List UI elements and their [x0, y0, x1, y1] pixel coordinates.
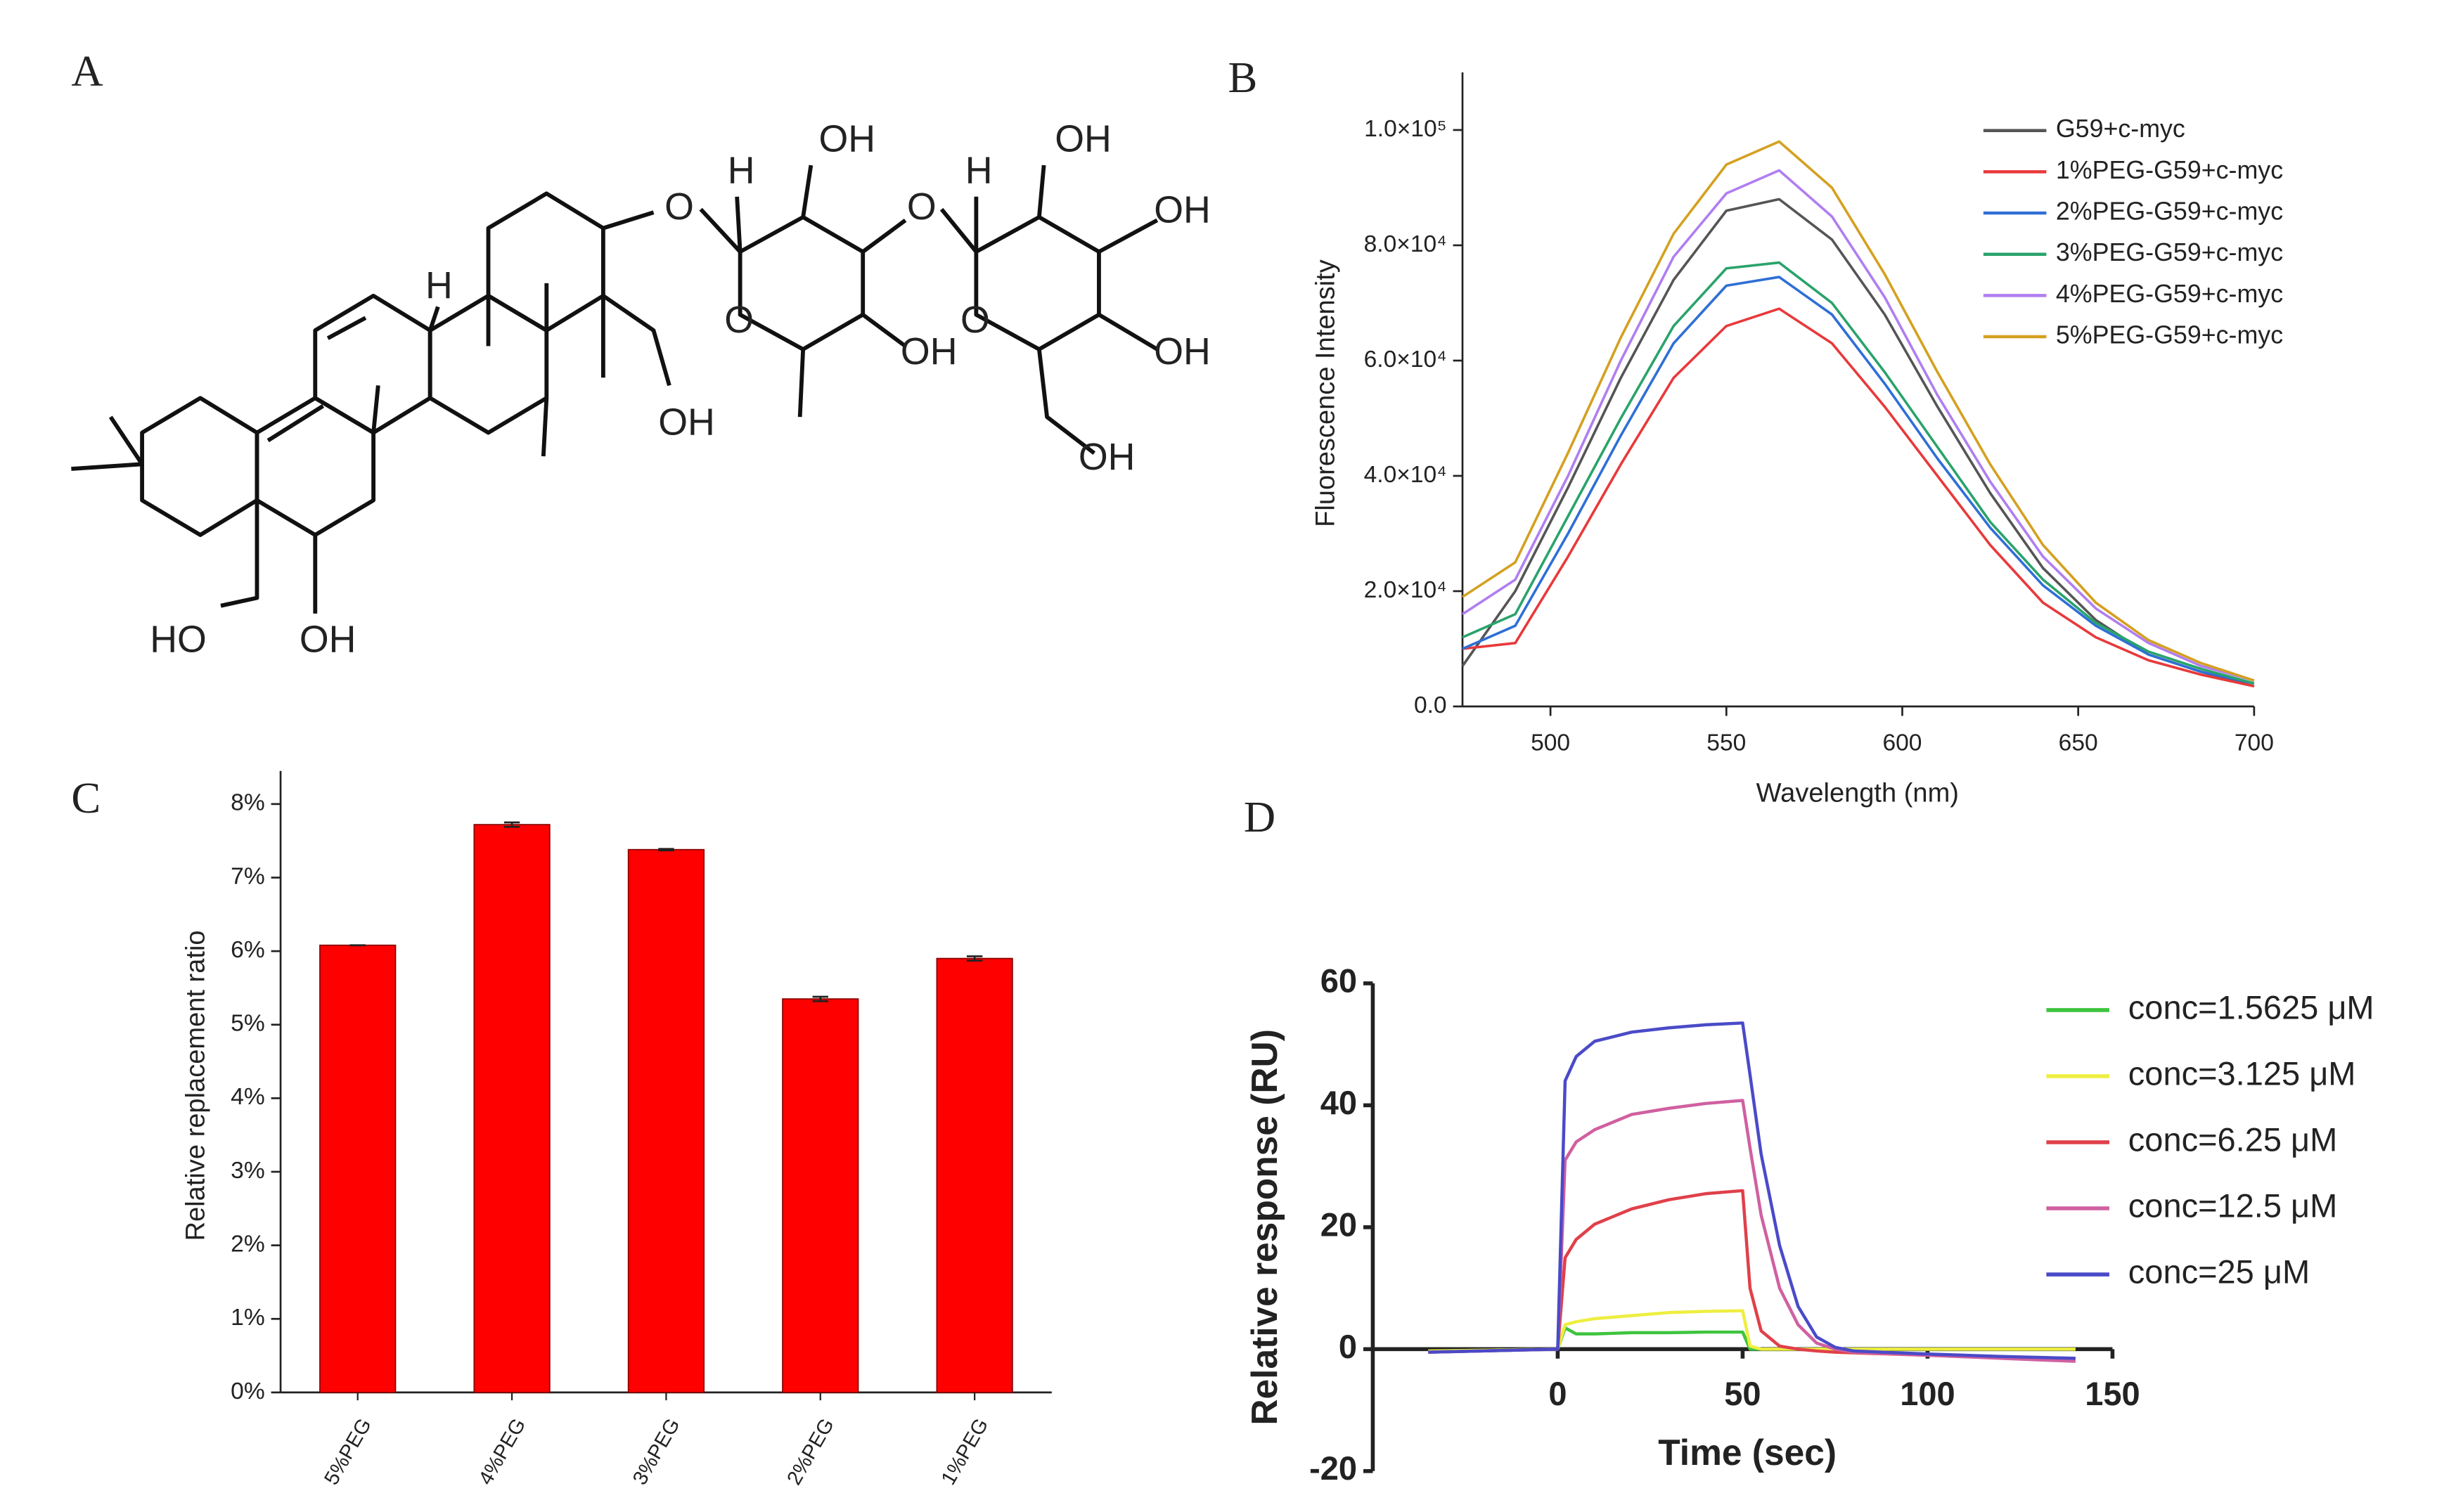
bonds	[699, 164, 1159, 455]
atom-label: OH	[1154, 188, 1211, 231]
panel-label: B	[1228, 53, 1258, 102]
atom-label: O	[724, 299, 754, 341]
bar	[936, 957, 1013, 1393]
molecule: A OH H O OH H O OH H O OH O OH OH OH HO …	[71, 46, 1211, 660]
atom-label: OH	[300, 618, 356, 660]
y-tick-label: 7%	[231, 863, 265, 889]
y-tick-label: 6%	[231, 937, 265, 963]
series-line	[1462, 261, 2255, 685]
series-line	[1462, 276, 2255, 685]
x-tick-label: 150	[2085, 1375, 2140, 1412]
legend-label: 2%PEG-G59+c-myc	[2056, 198, 2283, 226]
ring	[313, 293, 432, 435]
y-tick-label: 8%	[231, 790, 265, 816]
legend-label: 4%PEG-G59+c-myc	[2056, 280, 2283, 308]
error-bar	[812, 995, 828, 1002]
y-tick-label: 1%	[231, 1305, 265, 1331]
y-tick-label: 1.0×10⁵	[1364, 116, 1447, 142]
atom-label: H	[965, 149, 993, 191]
y-tick-label: 2.0×10⁴	[1364, 577, 1447, 603]
y-tick-label: 4.0×10⁴	[1364, 462, 1447, 488]
y-tick-label: 2%	[231, 1232, 265, 1258]
panel-label: C	[71, 773, 101, 822]
x-tick-label: 50	[1724, 1375, 1761, 1412]
x-axis-label: Time (sec)	[1658, 1432, 1837, 1473]
bar	[627, 848, 705, 1393]
legend-label: conc=6.25 μM	[2128, 1120, 2338, 1158]
x-tick-label: 0	[1548, 1375, 1567, 1412]
legend-label: 1%PEG-G59+c-myc	[2056, 156, 2283, 184]
y-tick-label: 20	[1320, 1206, 1357, 1243]
x-axis-label: Wavelength (nm)	[1756, 778, 1959, 808]
x-tick-label: 650	[2059, 730, 2098, 756]
legend-label: 3%PEG-G59+c-myc	[2056, 238, 2283, 266]
series-line	[1462, 140, 2255, 682]
atom-label: OH	[1154, 330, 1211, 373]
y-tick-label: 0	[1339, 1328, 1357, 1365]
legend-label: conc=25 μM	[2128, 1253, 2310, 1290]
atom-label: O	[907, 186, 937, 228]
bar	[319, 944, 397, 1393]
atom-label: H	[425, 264, 453, 306]
atom-label: HO	[150, 618, 207, 660]
atom-label: H	[728, 149, 755, 191]
series-line	[1428, 1021, 2076, 1360]
y-tick-label: 4%	[231, 1084, 265, 1110]
sugar-ring	[738, 214, 866, 351]
y-axis-label: Relative response (RU)	[1244, 1029, 1285, 1425]
error-bar	[658, 848, 674, 852]
x-tick-label: 100	[1900, 1375, 1955, 1412]
ring	[255, 396, 376, 537]
series-line	[1462, 169, 2255, 682]
x-tick-label: 2%PEG	[783, 1415, 838, 1490]
bonds	[71, 210, 671, 614]
y-tick-label: 6.0×10⁴	[1364, 347, 1447, 373]
error-bar	[966, 955, 983, 962]
series-line	[1428, 1189, 2076, 1360]
y-tick-label: 60	[1320, 962, 1357, 999]
y-axis-label: Relative replacement ratio	[181, 930, 210, 1241]
panel-label: D	[1244, 792, 1275, 841]
bar	[473, 824, 551, 1393]
x-tick-label: 600	[1882, 730, 1922, 756]
x-tick-label: 500	[1531, 730, 1570, 756]
atom-label: OH	[1079, 436, 1136, 478]
x-tick-label: 4%PEG	[475, 1415, 530, 1490]
legend-label: conc=1.5625 μM	[2128, 988, 2374, 1026]
atom-label: O	[960, 299, 990, 341]
y-tick-label: 8.0×10⁴	[1364, 231, 1447, 257]
x-tick-label: 700	[2235, 730, 2274, 756]
x-tick-label: 550	[1706, 730, 1746, 756]
x-tick-label: 5%PEG	[320, 1415, 375, 1490]
bar	[782, 998, 859, 1393]
x-tick-label: 3%PEG	[629, 1415, 684, 1490]
series-line	[1428, 1099, 2076, 1363]
atom-label: OH	[658, 401, 715, 444]
y-tick-label: 5%	[231, 1011, 265, 1037]
series-line	[1461, 198, 2255, 688]
x-tick-label: 1%PEG	[937, 1415, 993, 1490]
y-tick-label: 3%	[231, 1158, 265, 1184]
legend-label: G59+c-myc	[2056, 115, 2185, 143]
atom-label: O	[664, 186, 694, 228]
error-bar	[503, 821, 520, 828]
legend-label: conc=12.5 μM	[2128, 1187, 2338, 1224]
y-tick-label: -20	[1309, 1449, 1357, 1487]
panel-label: A	[71, 46, 103, 96]
atom-label: OH	[819, 118, 876, 160]
ring	[140, 396, 259, 537]
y-axis-label: Fluorescence Intensity	[1311, 259, 1341, 527]
sugar-ring	[974, 214, 1101, 351]
legend-label: conc=3.125 μM	[2128, 1054, 2356, 1092]
series-line	[1428, 1309, 2076, 1353]
atom-label: OH	[1055, 118, 1112, 160]
y-tick-label: 40	[1320, 1084, 1357, 1121]
legend-label: 5%PEG-G59+c-myc	[2056, 321, 2283, 349]
atom-label: OH	[901, 330, 958, 373]
series-line	[1462, 307, 2255, 688]
y-tick-label: 0%	[231, 1378, 265, 1404]
y-tick-label: 0.0	[1414, 692, 1447, 718]
